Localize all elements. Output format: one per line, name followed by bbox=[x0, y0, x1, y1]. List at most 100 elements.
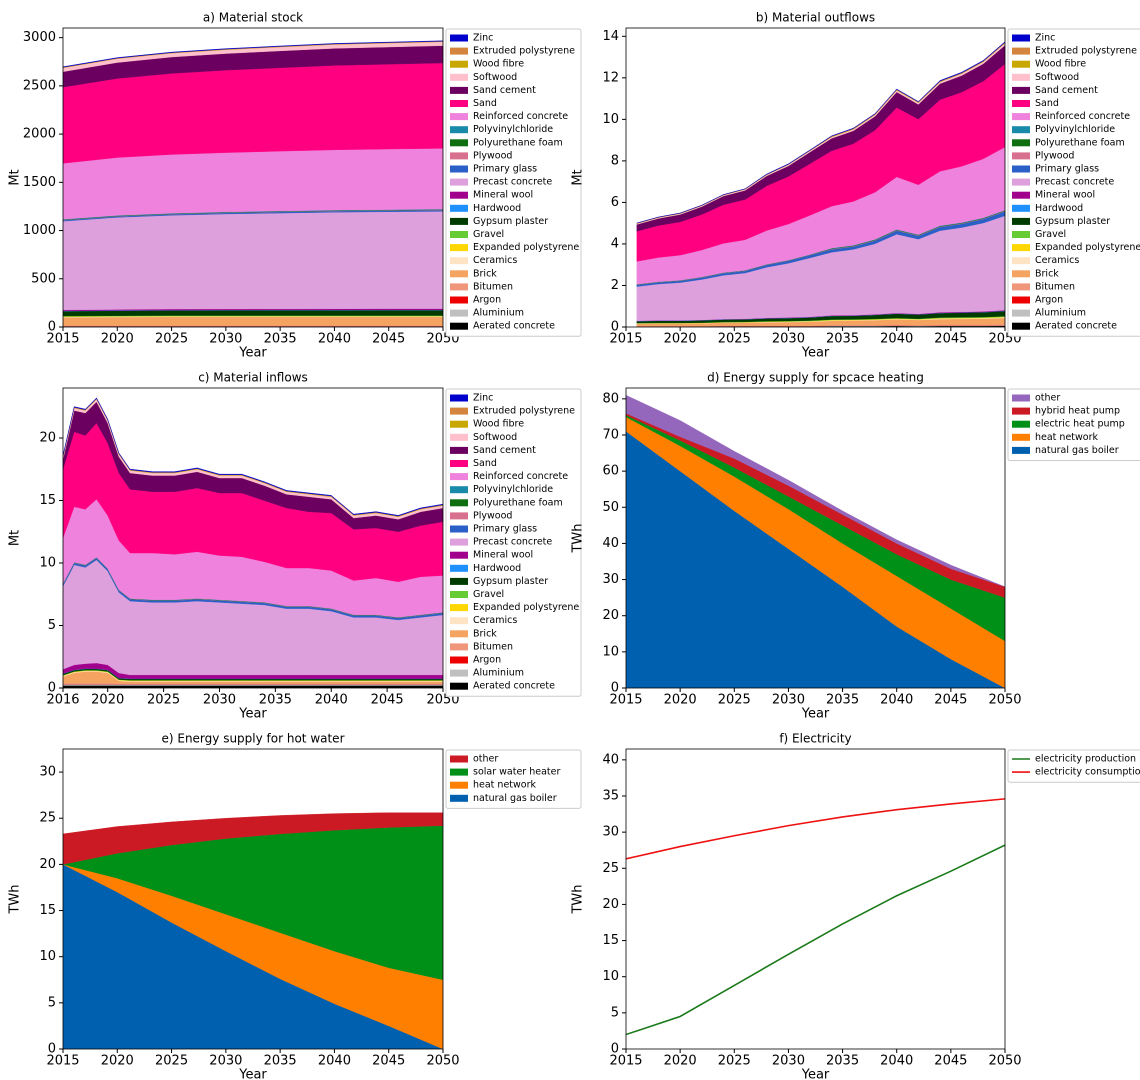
y-tick-label: 14 bbox=[602, 29, 619, 44]
x-tick-label: 2050 bbox=[988, 693, 1021, 708]
x-axis-label: Year bbox=[238, 1068, 267, 1080]
y-tick-label: 20 bbox=[39, 857, 56, 872]
y-axis-label: TWh bbox=[571, 523, 586, 553]
legend-label: Mineral wool bbox=[473, 190, 533, 201]
legend-label: Sand bbox=[473, 98, 497, 109]
legend-swatch bbox=[450, 486, 468, 494]
y-tick-label: 15 bbox=[39, 493, 56, 508]
legend-label: Bitumen bbox=[1035, 281, 1075, 292]
y-tick-label: 10 bbox=[602, 644, 619, 659]
area bbox=[63, 812, 443, 865]
chart-title: e) Energy supply for hot water bbox=[161, 732, 344, 746]
y-tick-label: 4 bbox=[611, 236, 619, 251]
legend-swatch bbox=[450, 604, 468, 612]
y-tick-label: 2 bbox=[611, 278, 619, 293]
legend-label: Polyvinylchloride bbox=[1035, 124, 1115, 135]
legend-swatch bbox=[450, 499, 468, 507]
legend-swatch bbox=[450, 755, 468, 763]
x-tick-label: 2040 bbox=[880, 693, 913, 708]
y-tick-label: 30 bbox=[602, 572, 619, 587]
legend-swatch bbox=[1012, 204, 1030, 212]
y-tick-label: 15 bbox=[602, 933, 619, 948]
legend-label: Aerated concrete bbox=[473, 321, 555, 332]
legend-swatch bbox=[1012, 283, 1030, 291]
legend-label: Zinc bbox=[473, 393, 493, 404]
x-tick-label: 2035 bbox=[826, 332, 859, 347]
y-tick-label: 0 bbox=[48, 1042, 56, 1057]
x-tick-label: 2025 bbox=[155, 1054, 188, 1069]
legend-swatch bbox=[450, 669, 468, 677]
legend-label: Precast concrete bbox=[473, 537, 552, 548]
plot-area bbox=[626, 395, 1005, 688]
legend-swatch bbox=[450, 768, 468, 776]
legend-swatch bbox=[450, 217, 468, 225]
area bbox=[63, 148, 443, 220]
legend-swatch bbox=[450, 309, 468, 317]
y-tick-label: 20 bbox=[602, 897, 619, 912]
x-tick-label: 2035 bbox=[826, 1054, 859, 1069]
plot-frame bbox=[62, 748, 444, 1050]
legend-swatch bbox=[1012, 270, 1030, 278]
legend-swatch bbox=[450, 577, 468, 585]
legend-label: Primary glass bbox=[473, 164, 537, 175]
legend-swatch bbox=[1012, 420, 1030, 428]
legend-label: Sand cement bbox=[1035, 85, 1098, 96]
legend-label: other bbox=[473, 754, 498, 765]
legend-label: Wood fibre bbox=[473, 59, 524, 70]
x-tick-label: 2030 bbox=[772, 693, 805, 708]
legend: Zinc Extruded polystyrene Wood fibre Softwo… bbox=[1007, 28, 1140, 337]
legend-label: Argon bbox=[1035, 295, 1063, 306]
legend-frame bbox=[445, 388, 582, 697]
legend-label: Primary glass bbox=[1035, 164, 1099, 175]
legend-label: natural gas boiler bbox=[1035, 445, 1119, 456]
legend: electricity production electricity consum… bbox=[1007, 749, 1140, 783]
x-tick-label: 2040 bbox=[318, 332, 351, 347]
x-tick-label: 2040 bbox=[315, 693, 348, 708]
legend-label: Mineral wool bbox=[473, 550, 533, 561]
legend-label: Precast concrete bbox=[1035, 177, 1114, 188]
area bbox=[63, 211, 443, 311]
legend-swatch bbox=[450, 152, 468, 160]
x-tick-label: 2015 bbox=[46, 1054, 79, 1069]
legend-swatch bbox=[450, 433, 468, 441]
legend-swatch bbox=[1012, 86, 1030, 94]
legend-label: Wood fibre bbox=[473, 419, 524, 430]
legend-swatch bbox=[450, 139, 468, 147]
legend-label: Aerated concrete bbox=[1035, 321, 1117, 332]
x-tick-label: 2025 bbox=[718, 332, 751, 347]
chart-title: b) Material outflows bbox=[756, 11, 875, 25]
legend-swatch bbox=[450, 473, 468, 481]
legend-label: Plywood bbox=[473, 510, 512, 521]
legend-swatch bbox=[1012, 60, 1030, 68]
legend-swatch bbox=[450, 656, 468, 664]
x-tick-label: 2020 bbox=[664, 693, 697, 708]
legend-swatch bbox=[450, 86, 468, 94]
legend-frame bbox=[445, 749, 582, 809]
legend-label: Extruded polystyrene bbox=[473, 406, 575, 417]
plot-frame bbox=[62, 387, 444, 689]
area bbox=[626, 395, 1005, 587]
legend-label: Wood fibre bbox=[1035, 59, 1086, 70]
legend-label: Polyurethane foam bbox=[1035, 137, 1125, 148]
x-tick-label: 2030 bbox=[772, 332, 805, 347]
legend-swatch bbox=[450, 538, 468, 546]
legend-label: heat network bbox=[1035, 432, 1099, 443]
legend-swatch bbox=[450, 257, 468, 265]
plot-frame bbox=[625, 27, 1006, 328]
legend-swatch bbox=[450, 231, 468, 238]
area bbox=[63, 397, 443, 517]
legend-swatch bbox=[1012, 113, 1030, 121]
legend-label: Sand cement bbox=[473, 445, 536, 456]
legend-label: Hardwood bbox=[473, 563, 521, 574]
y-tick-label: 70 bbox=[602, 427, 619, 442]
legend-swatch bbox=[450, 512, 468, 520]
legend-swatch bbox=[1012, 257, 1030, 265]
legend-label: Sand cement bbox=[473, 85, 536, 96]
legend-label: Softwood bbox=[473, 72, 517, 83]
x-tick-label: 2025 bbox=[718, 1054, 751, 1069]
y-tick-label: 35 bbox=[602, 788, 619, 803]
legend-label: Reinforced concrete bbox=[1035, 111, 1130, 122]
legend-swatch bbox=[450, 126, 468, 134]
legend-label: Sand bbox=[473, 458, 497, 469]
